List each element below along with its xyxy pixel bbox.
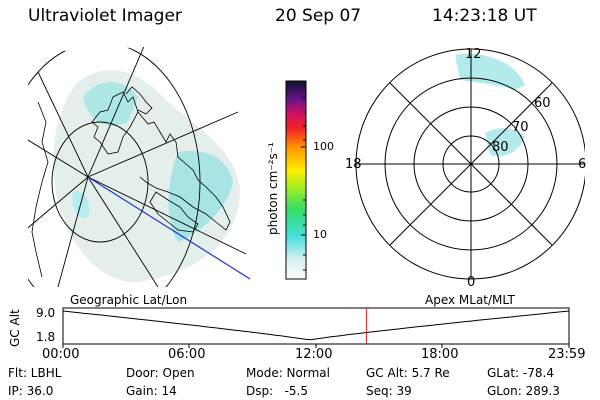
colorbar-tick-100: 100 xyxy=(313,140,334,153)
geographic-title: Geographic Lat/Lon xyxy=(70,293,188,307)
x-tick-2359: 23:59 xyxy=(548,347,586,362)
status-mode: Mode: Normal xyxy=(246,366,330,380)
status-glat: GLat: -78.4 xyxy=(487,366,554,380)
time-label: 14:23:18 UT xyxy=(432,6,537,26)
status-dsp: Dsp: -5.5 xyxy=(246,384,309,398)
lat-label-80: 80 xyxy=(492,140,509,155)
status-gain: Gain: 14 xyxy=(126,384,177,398)
geographic-map xyxy=(28,42,250,287)
x-tick-0000: 00:00 xyxy=(42,347,80,362)
mlt-label-12: 12 xyxy=(465,47,482,62)
altitude-curve xyxy=(62,310,570,341)
coastlines xyxy=(31,86,231,278)
polar-plot xyxy=(355,48,585,280)
lat-label-70: 70 xyxy=(512,120,529,135)
instrument-title: Ultraviolet Imager xyxy=(28,6,182,26)
status-filter: Flt: LBHL xyxy=(8,366,62,380)
x-tick-1800: 18:00 xyxy=(421,347,459,362)
satellite-track xyxy=(87,176,250,280)
status-glon: GLon: 289.3 xyxy=(487,384,560,398)
x-tick-1200: 12:00 xyxy=(295,347,333,362)
timeline-frame xyxy=(62,307,570,345)
y-tick-1-8: 1.8 xyxy=(36,330,56,344)
apex-title: Apex MLat/MLT xyxy=(425,293,515,307)
colorbar-unit-label: photon cm⁻²s⁻¹ xyxy=(266,142,280,235)
status-seq: Seq: 39 xyxy=(366,384,412,398)
y-tick-9: 9.0 xyxy=(36,306,56,320)
lat-label-60: 60 xyxy=(534,96,551,111)
x-tick-0600: 06:00 xyxy=(168,347,206,362)
date-label: 20 Sep 07 xyxy=(275,6,362,26)
x-ticks xyxy=(62,344,570,348)
timeline-y-label: GC Alt xyxy=(8,309,22,347)
mlt-label-6: 6 xyxy=(578,157,587,172)
status-ip: IP: 36.0 xyxy=(8,384,54,398)
altitude-timeline xyxy=(62,307,570,348)
status-gc-alt: GC Alt: 5.7 Re xyxy=(366,366,450,380)
aurora-patch xyxy=(455,53,525,90)
mlt-label-0: 0 xyxy=(467,275,476,290)
aurora-patch xyxy=(168,150,233,242)
colorbar-tick-10: 10 xyxy=(313,228,327,241)
mlt-label-18: 18 xyxy=(345,157,362,172)
polar-grid xyxy=(355,48,585,280)
color-bar xyxy=(285,80,307,280)
status-door: Door: Open xyxy=(126,366,195,380)
